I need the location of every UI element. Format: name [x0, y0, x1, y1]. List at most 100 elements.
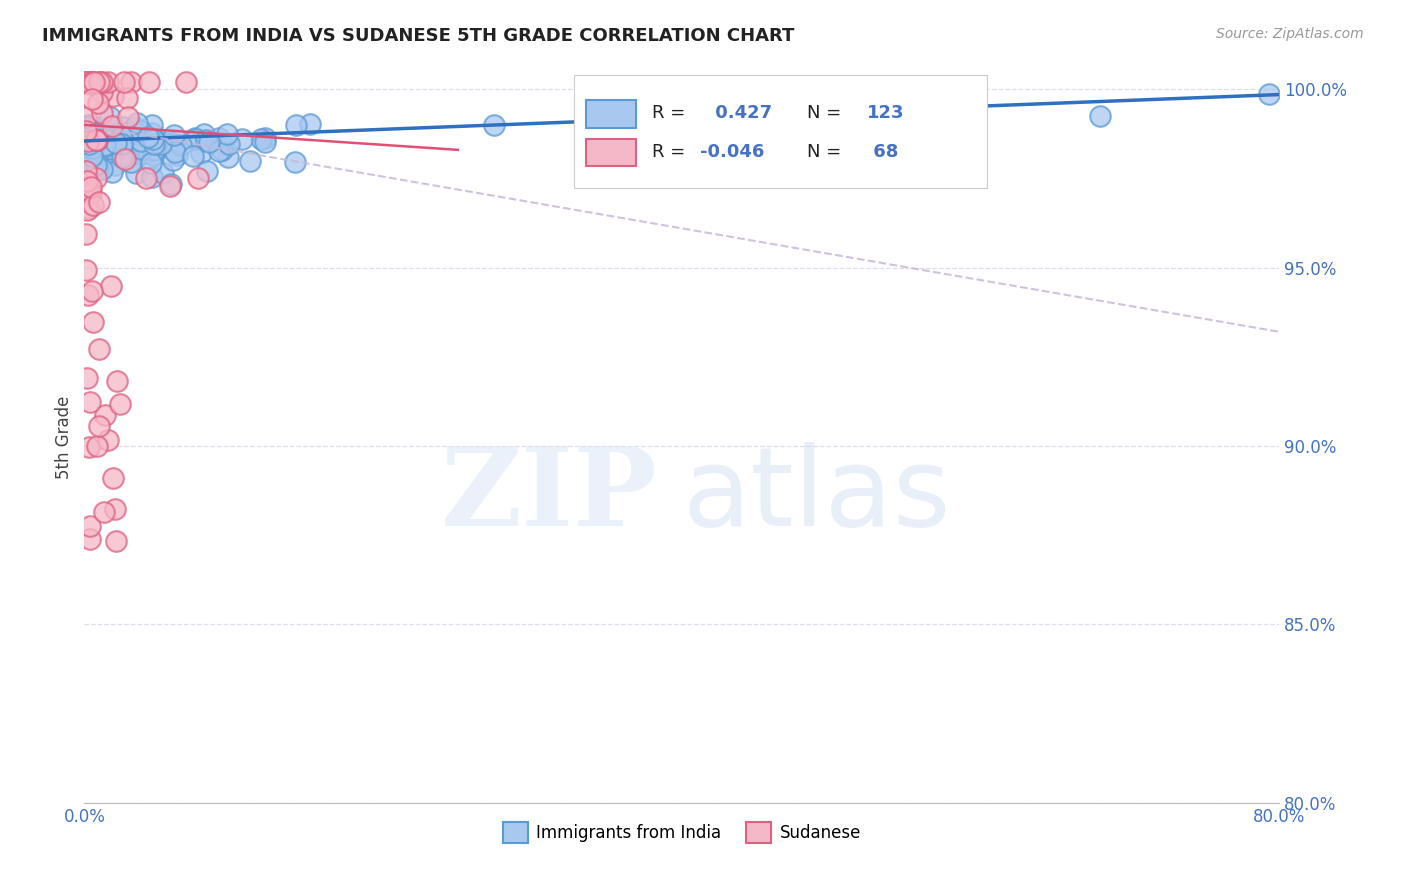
Point — [77, 153, 100, 168]
Point — [75, 75, 97, 89]
Point — [298, 117, 321, 131]
Point — [89, 342, 111, 356]
Point — [141, 118, 163, 132]
Point — [105, 139, 128, 153]
Point — [75, 110, 97, 124]
Point — [118, 128, 141, 142]
Point — [90, 105, 112, 120]
Point — [77, 134, 100, 148]
Point — [153, 136, 176, 151]
Point — [174, 75, 197, 89]
Point — [79, 519, 101, 533]
Text: atlas: atlas — [682, 442, 950, 549]
Point — [98, 110, 121, 124]
Point — [141, 126, 163, 140]
Point — [129, 134, 152, 148]
Text: -0.046: -0.046 — [700, 143, 765, 161]
Point — [75, 262, 97, 277]
Point — [115, 142, 138, 156]
Point — [124, 132, 146, 146]
Point — [193, 127, 215, 141]
Point — [86, 163, 108, 178]
Point — [97, 75, 120, 89]
Point — [96, 125, 118, 139]
Point — [1090, 109, 1112, 123]
Point — [80, 77, 103, 91]
Point — [89, 138, 111, 153]
Point — [112, 140, 135, 154]
Point — [79, 532, 101, 546]
Point — [86, 439, 108, 453]
Point — [82, 143, 104, 157]
Point — [90, 142, 112, 156]
Point — [82, 315, 104, 329]
Point — [159, 141, 181, 155]
Point — [87, 160, 110, 174]
Point — [75, 176, 97, 190]
Point — [143, 136, 166, 151]
Point — [82, 198, 104, 212]
Point — [482, 118, 505, 132]
Point — [120, 75, 142, 89]
Point — [80, 118, 103, 132]
Point — [790, 96, 813, 111]
Point — [97, 433, 120, 447]
Point — [90, 161, 112, 176]
Text: IMMIGRANTS FROM INDIA VS SUDANESE 5TH GRADE CORRELATION CHART: IMMIGRANTS FROM INDIA VS SUDANESE 5TH GR… — [42, 27, 794, 45]
Point — [195, 164, 218, 178]
Point — [87, 133, 110, 147]
Point — [79, 125, 101, 139]
Point — [195, 133, 218, 147]
Point — [254, 135, 277, 149]
Point — [103, 471, 125, 485]
Point — [94, 139, 117, 153]
Point — [94, 131, 117, 145]
Point — [75, 119, 97, 133]
Point — [104, 501, 127, 516]
Point — [101, 142, 124, 156]
Point — [94, 138, 117, 153]
Text: R =: R = — [652, 143, 690, 161]
Point — [77, 119, 100, 133]
Point — [136, 129, 159, 144]
Point — [83, 122, 105, 136]
Point — [82, 141, 104, 155]
Point — [87, 195, 110, 210]
Point — [159, 178, 181, 192]
Point — [80, 179, 103, 194]
Point — [77, 128, 100, 142]
Point — [100, 279, 122, 293]
Point — [142, 132, 165, 146]
Point — [181, 149, 204, 163]
Point — [77, 166, 100, 180]
Point — [76, 150, 98, 164]
Legend: Immigrants from India, Sudanese: Immigrants from India, Sudanese — [496, 815, 868, 849]
Point — [76, 141, 98, 155]
Point — [159, 179, 181, 194]
Point — [89, 145, 111, 160]
Point — [111, 120, 134, 134]
Point — [115, 91, 138, 105]
Point — [80, 75, 103, 89]
Point — [125, 116, 148, 130]
Point — [250, 132, 273, 146]
Point — [111, 136, 134, 151]
Point — [641, 145, 664, 159]
Point — [118, 134, 141, 148]
Bar — [586, 138, 637, 167]
Point — [89, 75, 111, 89]
Point — [211, 143, 233, 157]
Point — [105, 145, 128, 159]
Point — [187, 171, 209, 186]
Point — [145, 137, 167, 152]
Point — [89, 132, 111, 146]
Point — [90, 145, 112, 159]
Point — [208, 131, 231, 145]
Point — [105, 375, 128, 389]
Point — [169, 137, 191, 152]
Point — [77, 137, 100, 152]
Point — [671, 124, 693, 138]
Bar — [586, 100, 637, 128]
Point — [98, 138, 121, 153]
Point — [94, 409, 117, 423]
